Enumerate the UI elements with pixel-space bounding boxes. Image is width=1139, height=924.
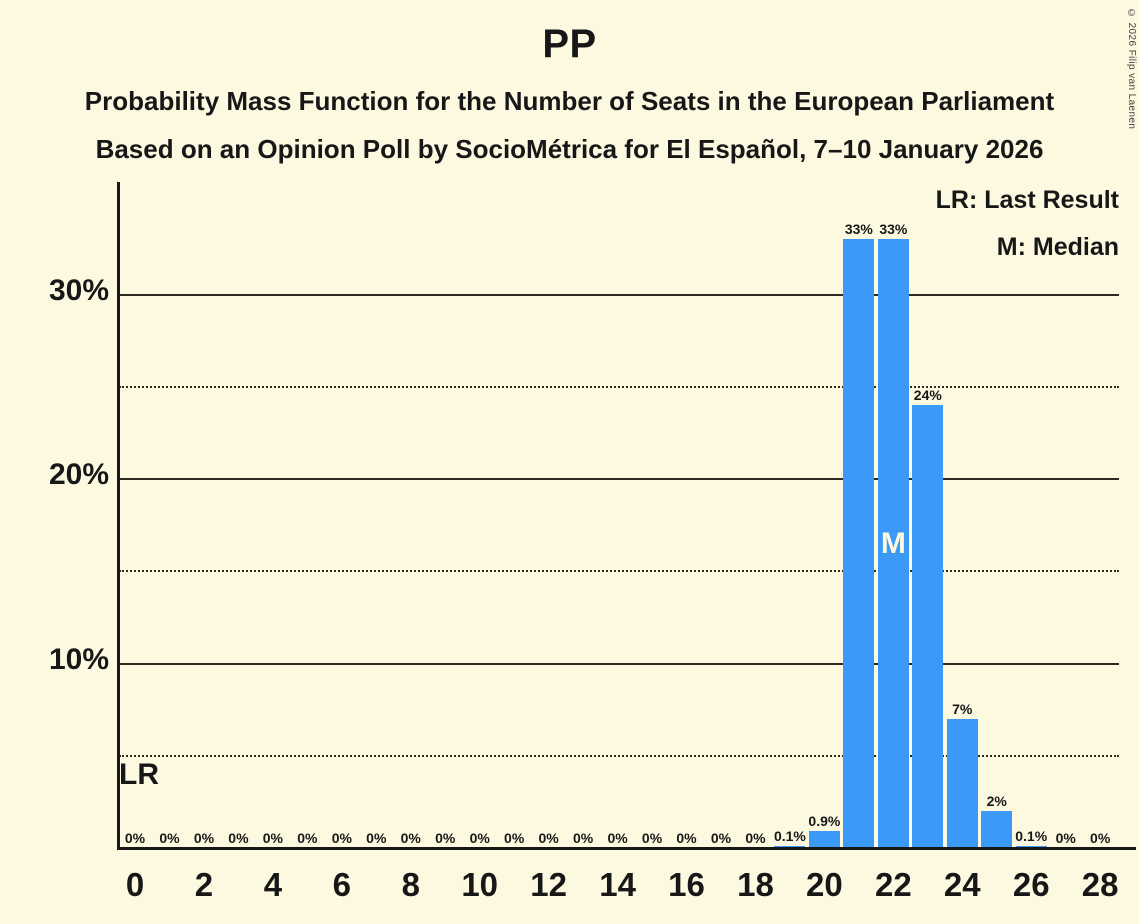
bar bbox=[946, 718, 978, 848]
gridline-major bbox=[119, 662, 1119, 665]
bar-value-label: 2% bbox=[986, 793, 1007, 810]
bar-value-label: 0% bbox=[504, 830, 525, 846]
median-marker: M bbox=[880, 527, 906, 560]
bar-value-label: 0% bbox=[435, 830, 456, 846]
last-result-marker: LR bbox=[119, 757, 159, 791]
x-axis-tick-label: 20 bbox=[806, 866, 843, 903]
x-axis-tick-label: 4 bbox=[263, 866, 283, 903]
x-axis-tick-label: 14 bbox=[599, 866, 636, 903]
bar bbox=[843, 239, 875, 848]
x-axis-tick-label: 10 bbox=[461, 866, 499, 903]
x-axis-tick-label: 26 bbox=[1012, 866, 1050, 903]
copyright-notice: © 2026 Filip van Laenen bbox=[1126, 8, 1137, 130]
bar-value-label: 0% bbox=[228, 830, 249, 846]
bar bbox=[981, 811, 1013, 848]
legend-median: M: Median bbox=[996, 233, 1119, 261]
bar-value-label: 0% bbox=[607, 830, 628, 846]
chart-subtitle-primary: Probability Mass Function for the Number… bbox=[84, 86, 1055, 116]
bar-value-label: 0.9% bbox=[808, 813, 841, 830]
bar-value-label: 0% bbox=[159, 830, 180, 846]
gridline-minor bbox=[119, 754, 1119, 757]
x-axis-tick-label: 28 bbox=[1081, 866, 1119, 903]
x-axis-tick-label: 6 bbox=[332, 866, 351, 903]
y-axis-line bbox=[117, 182, 120, 850]
x-axis-tick-label: 2 bbox=[194, 866, 214, 903]
bar-value-label: 0% bbox=[124, 830, 146, 846]
bar-value-label: 33% bbox=[844, 221, 873, 238]
bar-value-label: 0% bbox=[538, 830, 559, 846]
x-axis-tick-label: 22 bbox=[874, 866, 912, 903]
bar-value-label: 0% bbox=[676, 830, 697, 846]
x-axis-tick-label: 18 bbox=[737, 866, 774, 903]
bar-value-label: 0% bbox=[641, 830, 663, 846]
bar-value-label: 0% bbox=[262, 830, 283, 846]
bar-value-label: 7% bbox=[952, 700, 973, 717]
bar-value-label: 0% bbox=[331, 830, 352, 846]
bar-value-label: 24% bbox=[913, 387, 942, 404]
bar-value-label: 0% bbox=[193, 830, 215, 846]
bar bbox=[877, 239, 909, 848]
bar-value-label: 0% bbox=[366, 830, 387, 846]
page-title: PP bbox=[542, 22, 597, 66]
gridline-major bbox=[119, 478, 1119, 480]
bar-value-label: 0% bbox=[469, 830, 490, 846]
bar-value-label: 0% bbox=[297, 830, 318, 846]
x-axis-tick-label: 8 bbox=[401, 866, 420, 903]
bar-value-label: 0% bbox=[710, 830, 732, 846]
bar-value-label: 0% bbox=[1090, 830, 1111, 846]
x-axis-tick-label: 12 bbox=[530, 866, 567, 903]
y-axis-tick-label: 30% bbox=[48, 273, 109, 307]
gridline-major bbox=[119, 293, 1119, 296]
gridline-minor bbox=[119, 570, 1119, 573]
bar-value-label: 33% bbox=[879, 221, 908, 238]
bar bbox=[808, 831, 840, 848]
x-axis-tick-label: 0 bbox=[125, 866, 145, 903]
bar-value-label: 0% bbox=[1055, 830, 1076, 846]
x-axis-tick-label: 24 bbox=[943, 866, 981, 903]
chart-subtitle-secondary: Based on an Opinion Poll by SocioMétrica… bbox=[95, 134, 1044, 164]
x-axis-line bbox=[117, 847, 1136, 850]
bar-value-label: 0.1% bbox=[1015, 828, 1048, 844]
legend-last-result: LR: Last Result bbox=[935, 186, 1119, 214]
y-axis-tick-label: 20% bbox=[48, 458, 109, 491]
bar bbox=[912, 405, 944, 848]
bar-value-label: 0% bbox=[745, 830, 766, 846]
x-axis-tick-label: 16 bbox=[668, 866, 705, 903]
bar-value-label: 0% bbox=[400, 830, 421, 846]
bar-value-label: 0% bbox=[572, 830, 594, 846]
gridline-minor bbox=[119, 385, 1119, 388]
bar-value-label: 0.1% bbox=[773, 828, 806, 844]
y-axis-tick-label: 10% bbox=[48, 642, 109, 676]
